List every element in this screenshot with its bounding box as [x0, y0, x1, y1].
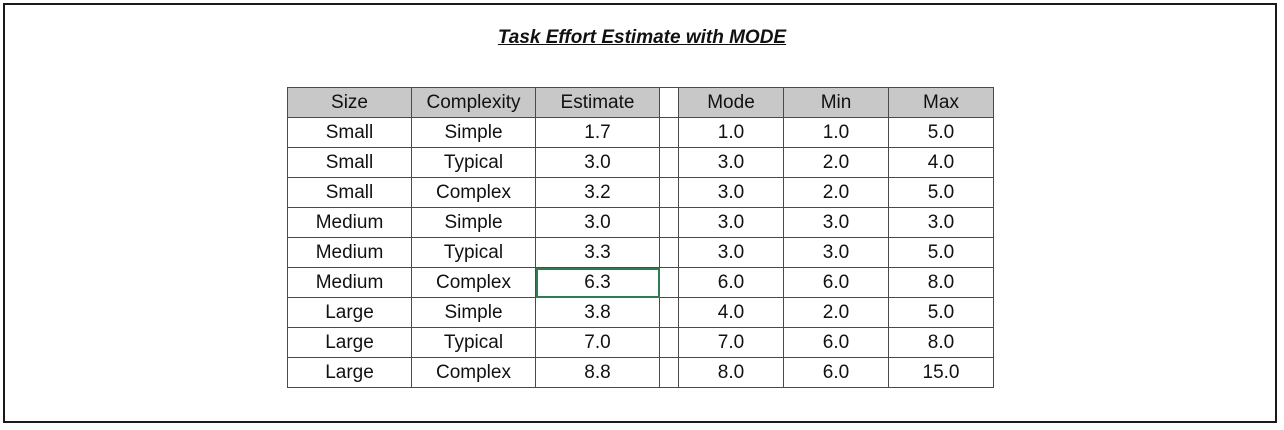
- cell-max[interactable]: 15.0: [888, 357, 994, 388]
- cell-complexity[interactable]: Typical: [411, 327, 536, 358]
- cell-max[interactable]: 5.0: [888, 117, 994, 148]
- cell-mode[interactable]: 7.0: [678, 327, 784, 358]
- header-size[interactable]: Size: [287, 87, 412, 118]
- cell-spacer[interactable]: [659, 237, 679, 268]
- cell-max[interactable]: 5.0: [888, 177, 994, 208]
- cell-mode[interactable]: 3.0: [678, 207, 784, 238]
- cell-size[interactable]: Medium: [287, 267, 412, 298]
- cell-max[interactable]: 5.0: [888, 237, 994, 268]
- cell-size[interactable]: Medium: [287, 207, 412, 238]
- cell-min[interactable]: 2.0: [783, 297, 889, 328]
- cell-min[interactable]: 6.0: [783, 267, 889, 298]
- cell-mode[interactable]: 6.0: [678, 267, 784, 298]
- cell-size[interactable]: Small: [287, 147, 412, 178]
- cell-complexity[interactable]: Simple: [411, 117, 536, 148]
- cell-spacer[interactable]: [659, 207, 679, 238]
- cell-max[interactable]: 3.0: [888, 207, 994, 238]
- header-complexity[interactable]: Complexity: [411, 87, 536, 118]
- cell-complexity[interactable]: Complex: [411, 357, 536, 388]
- cell-spacer[interactable]: [659, 297, 679, 328]
- cell-size[interactable]: Small: [287, 177, 412, 208]
- cell-spacer[interactable]: [659, 177, 679, 208]
- header-max[interactable]: Max: [888, 87, 994, 118]
- cell-mode[interactable]: 1.0: [678, 117, 784, 148]
- cell-spacer[interactable]: [659, 267, 679, 298]
- cell-mode[interactable]: 3.0: [678, 237, 784, 268]
- cell-estimate[interactable]: 1.7: [535, 117, 660, 148]
- cell-max[interactable]: 8.0: [888, 267, 994, 298]
- table-row: Medium Simple 3.0 3.0 3.0 3.0: [287, 207, 994, 238]
- cell-size[interactable]: Medium: [287, 237, 412, 268]
- cell-estimate[interactable]: 3.3: [535, 237, 660, 268]
- cell-mode[interactable]: 8.0: [678, 357, 784, 388]
- table-row: Large Simple 3.8 4.0 2.0 5.0: [287, 297, 994, 328]
- selected-cell-estimate[interactable]: 6.3: [535, 267, 660, 298]
- cell-spacer[interactable]: [659, 357, 679, 388]
- cell-complexity[interactable]: Typical: [411, 237, 536, 268]
- cell-complexity[interactable]: Complex: [411, 177, 536, 208]
- cell-max[interactable]: 4.0: [888, 147, 994, 178]
- cell-min[interactable]: 2.0: [783, 147, 889, 178]
- header-min[interactable]: Min: [783, 87, 889, 118]
- cell-min[interactable]: 3.0: [783, 207, 889, 238]
- cell-estimate[interactable]: 3.0: [535, 207, 660, 238]
- cell-mode[interactable]: 3.0: [678, 177, 784, 208]
- cell-max[interactable]: 8.0: [888, 327, 994, 358]
- document-frame: Task Effort Estimate with MODE Size Comp…: [3, 3, 1277, 423]
- cell-max[interactable]: 5.0: [888, 297, 994, 328]
- cell-size[interactable]: Large: [287, 327, 412, 358]
- table-row: Medium Complex 6.3 6.0 6.0 8.0: [287, 267, 994, 298]
- header-spacer[interactable]: [659, 87, 679, 118]
- cell-estimate[interactable]: 8.8: [535, 357, 660, 388]
- page-title: Task Effort Estimate with MODE: [497, 27, 787, 48]
- cell-complexity[interactable]: Complex: [411, 267, 536, 298]
- cell-estimate[interactable]: 7.0: [535, 327, 660, 358]
- cell-spacer[interactable]: [659, 117, 679, 148]
- cell-complexity[interactable]: Typical: [411, 147, 536, 178]
- cell-estimate[interactable]: 3.0: [535, 147, 660, 178]
- header-estimate[interactable]: Estimate: [535, 87, 660, 118]
- cell-estimate[interactable]: 3.2: [535, 177, 660, 208]
- cell-min[interactable]: 6.0: [783, 327, 889, 358]
- table-row: Small Complex 3.2 3.0 2.0 5.0: [287, 177, 994, 208]
- table-row: Large Complex 8.8 8.0 6.0 15.0: [287, 357, 994, 388]
- table-row: Medium Typical 3.3 3.0 3.0 5.0: [287, 237, 994, 268]
- cell-size[interactable]: Large: [287, 357, 412, 388]
- cell-min[interactable]: 1.0: [783, 117, 889, 148]
- cell-size[interactable]: Large: [287, 297, 412, 328]
- cell-spacer[interactable]: [659, 327, 679, 358]
- cell-mode[interactable]: 4.0: [678, 297, 784, 328]
- table-row: Small Typical 3.0 3.0 2.0 4.0: [287, 147, 994, 178]
- cell-estimate[interactable]: 3.8: [535, 297, 660, 328]
- cell-complexity[interactable]: Simple: [411, 297, 536, 328]
- cell-min[interactable]: 3.0: [783, 237, 889, 268]
- table-row: Small Simple 1.7 1.0 1.0 5.0: [287, 117, 994, 148]
- estimate-table: Size Complexity Estimate Mode Min Max Sm…: [287, 87, 994, 388]
- header-mode[interactable]: Mode: [678, 87, 784, 118]
- header-row: Size Complexity Estimate Mode Min Max: [287, 87, 994, 118]
- cell-min[interactable]: 2.0: [783, 177, 889, 208]
- cell-spacer[interactable]: [659, 147, 679, 178]
- table-row: Large Typical 7.0 7.0 6.0 8.0: [287, 327, 994, 358]
- cell-mode[interactable]: 3.0: [678, 147, 784, 178]
- cell-min[interactable]: 6.0: [783, 357, 889, 388]
- cell-complexity[interactable]: Simple: [411, 207, 536, 238]
- cell-size[interactable]: Small: [287, 117, 412, 148]
